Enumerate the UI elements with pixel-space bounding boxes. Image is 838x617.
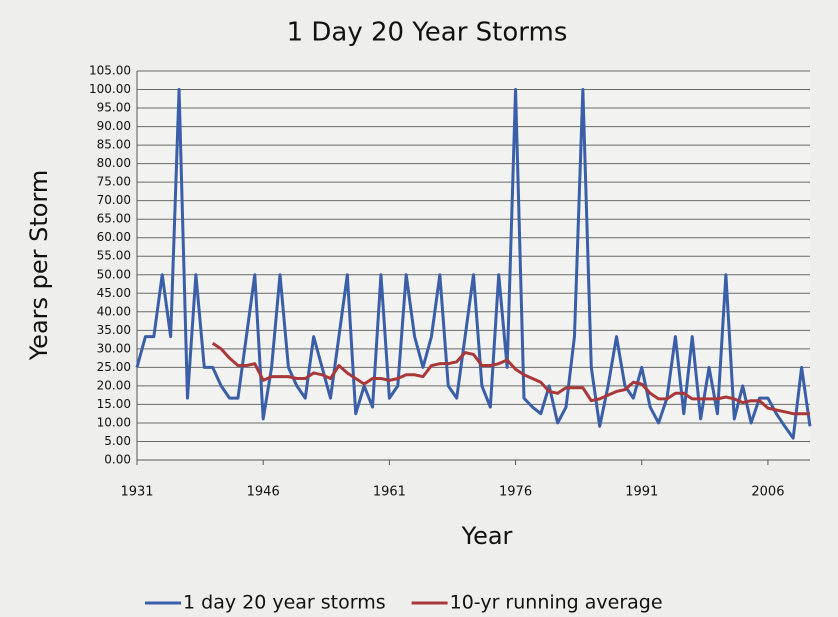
y-tick-label: 40.00	[97, 304, 131, 318]
x-tick-label: 1961	[373, 485, 406, 500]
x-tick-label: 2006	[751, 485, 784, 500]
y-tick-label: 100.00	[89, 82, 131, 96]
x-tick-label: 1946	[247, 485, 280, 500]
plot-area	[137, 71, 810, 460]
series-line	[135, 88, 812, 440]
legend-label: 1 day 20 year storms	[183, 592, 386, 614]
y-tick-label: 45.00	[97, 286, 131, 300]
y-tick-label: 30.00	[97, 341, 131, 355]
y-tick-label: 75.00	[97, 175, 131, 189]
x-tick-label: 1976	[499, 485, 532, 500]
y-tick-label: 5.00	[104, 434, 131, 448]
y-tick-label: 65.00	[97, 212, 131, 226]
series-line	[211, 342, 810, 416]
y-tick-label: 85.00	[97, 138, 131, 152]
y-tick-label: 70.00	[97, 193, 131, 207]
y-tick-label: 50.00	[97, 267, 131, 281]
y-tick-label: 15.00	[97, 397, 131, 411]
x-tick-label: 1991	[625, 485, 658, 500]
y-tick-label: 10.00	[97, 415, 131, 429]
legend-label: 10-yr running average	[450, 592, 663, 614]
y-tick-label: 80.00	[97, 156, 131, 170]
x-tick-label: 1931	[120, 485, 153, 500]
y-tick-label: 0.00	[104, 453, 131, 467]
y-tick-label: 105.00	[89, 64, 131, 78]
y-axis-label: Years per Storm	[25, 170, 53, 362]
x-axis-label: Year	[461, 522, 513, 550]
y-tick-label: 55.00	[97, 249, 131, 263]
y-tick-label: 95.00	[97, 101, 131, 115]
y-tick-label: 90.00	[97, 119, 131, 133]
y-tick-label: 60.00	[97, 230, 131, 244]
chart-title: 1 Day 20 Year Storms	[287, 18, 568, 48]
y-tick-label: 25.00	[97, 360, 131, 374]
y-tick-label: 20.00	[97, 378, 131, 392]
y-tick-label: 35.00	[97, 323, 131, 337]
